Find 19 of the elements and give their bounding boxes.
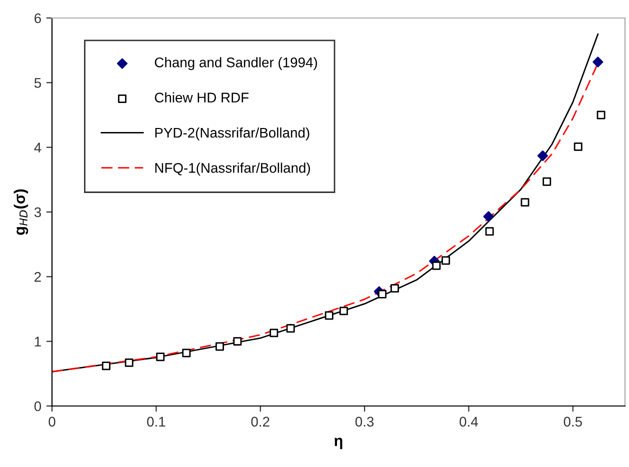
y-tick-label: 3 [34,207,41,218]
x-axis-title: η [334,438,342,450]
legend-label: NFQ-1(Nassrifar/Bolland) [155,162,310,176]
y-tick-label: 4 [34,142,42,152]
y-tick-label: 0 [34,401,42,412]
x-tick-label: 0.1 [147,416,166,427]
y-tick-label: 2 [34,272,41,282]
y-tick-label: 1 [34,336,41,346]
x-tick-label: 0.5 [564,416,582,427]
legend-label: Chang and Sandler (1994) [154,57,318,70]
legend-label: PYD-2(Nassrifar/Bolland) [155,127,310,140]
x-tick-label: 0.3 [355,416,374,427]
x-tick-label: 0.2 [251,416,270,427]
legend-label: Chiew HD RDF [154,92,249,102]
x-tick-label: 0 [48,416,56,427]
y-axis-title: g$_{HD}$(σ) [14,189,28,235]
y-tick-label: 6 [34,13,41,24]
x-tick-label: 0.4 [460,416,478,427]
y-tick-label: 5 [34,78,41,88]
